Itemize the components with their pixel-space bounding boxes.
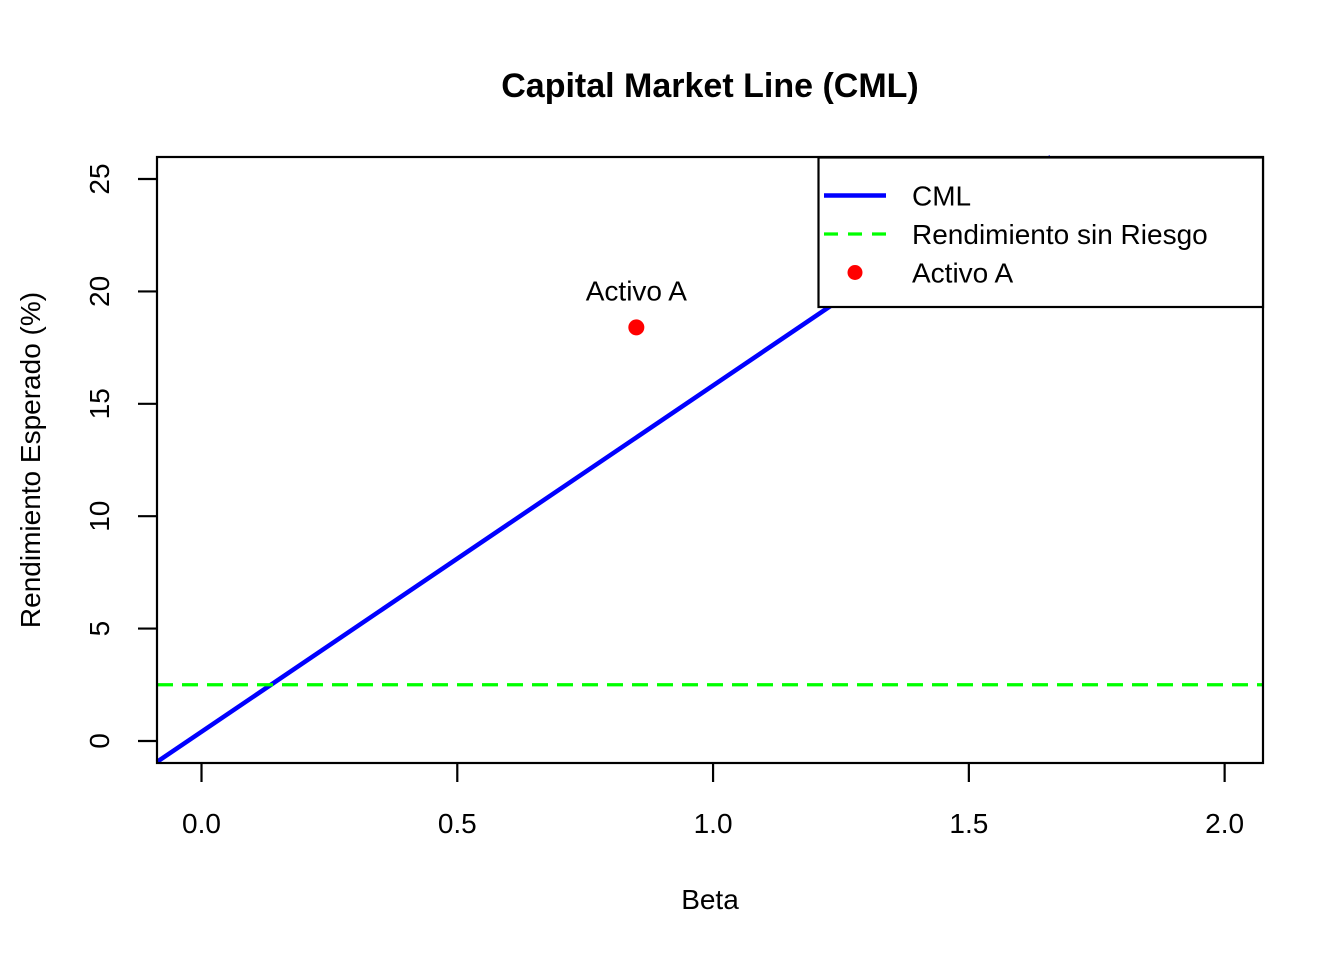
y-tick-label: 0: [84, 733, 115, 749]
y-tick-label: 25: [84, 163, 115, 194]
chart-title: Capital Market Line (CML): [501, 67, 918, 105]
legend-label-activo-a: Activo A: [912, 258, 1013, 289]
x-tick-label: 2.0: [1205, 808, 1244, 839]
legend-label-cml: CML: [912, 181, 971, 212]
x-tick-label: 0.5: [438, 808, 477, 839]
y-tick-label: 20: [84, 276, 115, 307]
plot-border: [155, 155, 1265, 765]
y-tick-label: 15: [84, 388, 115, 419]
x-tick-label: 1.0: [694, 808, 733, 839]
x-axis-title: Beta: [681, 884, 739, 915]
x-tick-label: 0.0: [182, 808, 221, 839]
legend-sample-activo-a: [847, 265, 863, 280]
legend: [817, 156, 1265, 309]
y-axis-title: Rendimiento Esperado (%): [15, 292, 46, 628]
activo-a-point: [628, 319, 645, 336]
y-tick-label: 10: [84, 501, 115, 532]
legend-box: [817, 156, 1265, 309]
x-tick-label: 1.5: [949, 808, 988, 839]
y-tick-label: 5: [84, 621, 115, 637]
activo-a-label: Activo A: [586, 275, 687, 306]
legend-label-risk-free: Rendimiento sin Riesgo: [912, 219, 1208, 250]
